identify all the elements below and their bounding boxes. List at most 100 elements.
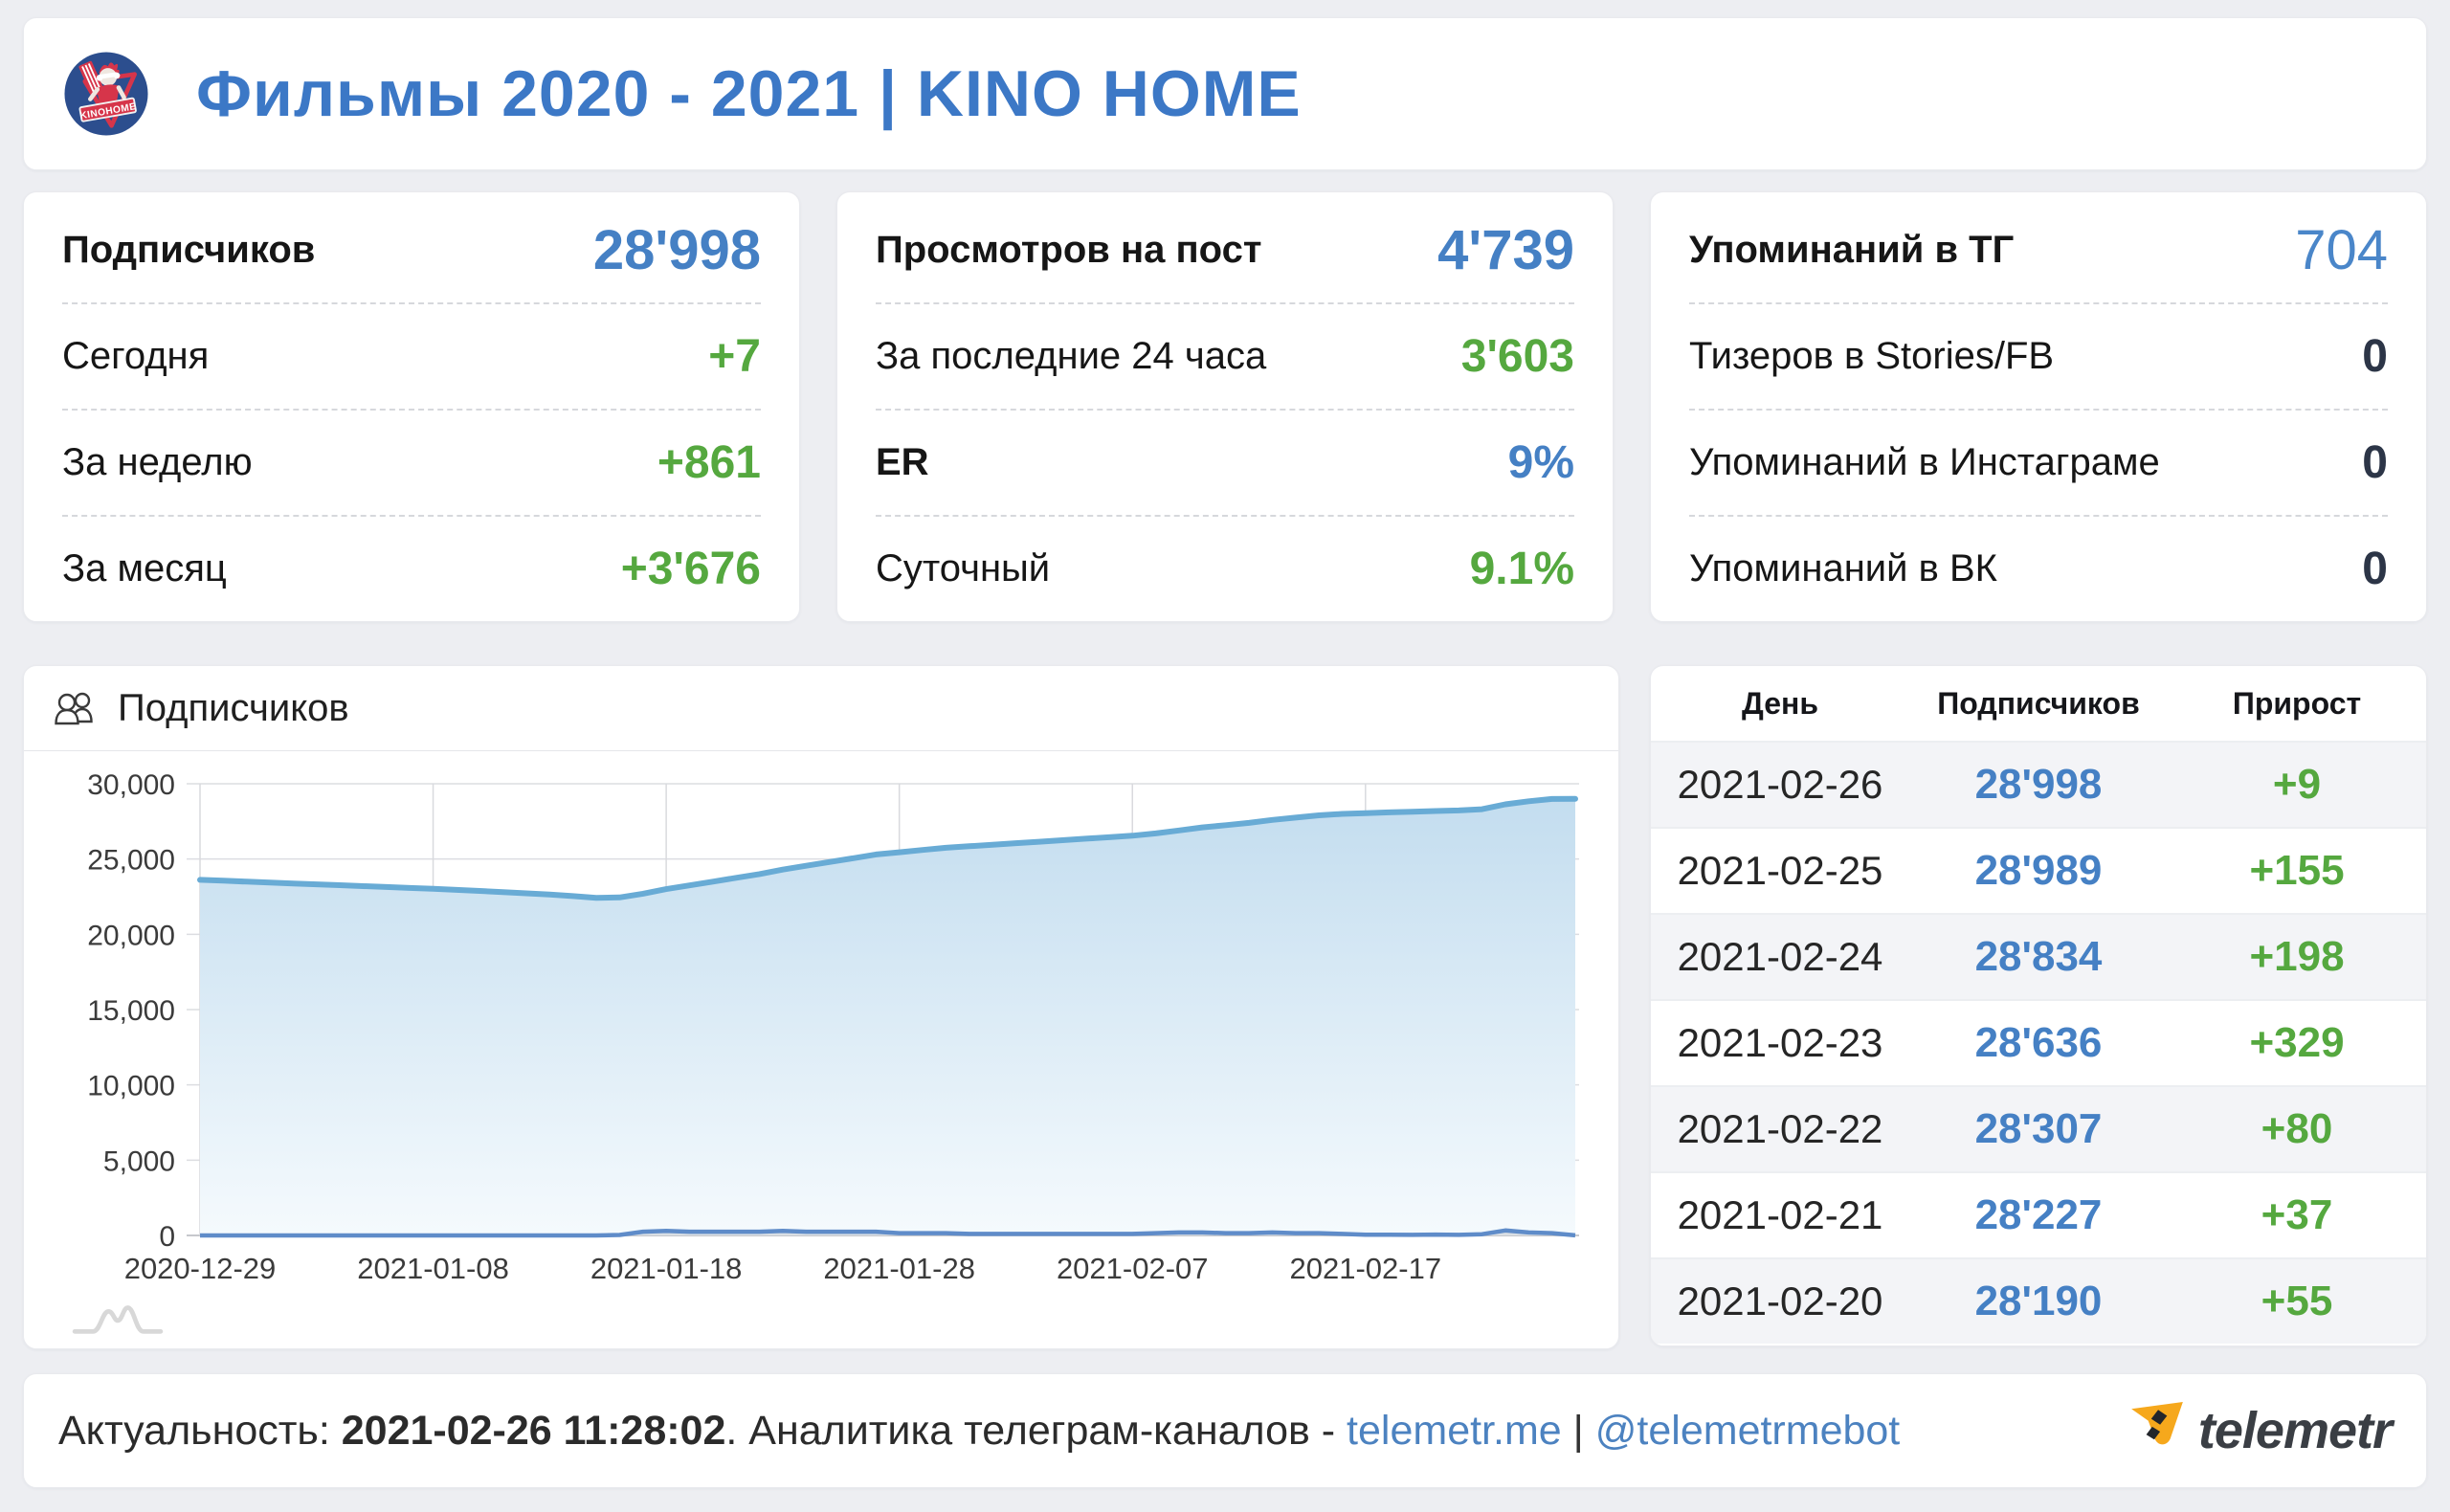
cell-date: 2021-02-25 <box>1677 848 1883 893</box>
chart-title: Подписчиков <box>118 687 349 729</box>
stat-value: 9% <box>1507 437 1574 488</box>
cell-growth: +198 <box>2249 933 2345 980</box>
stat-value: +7 <box>708 331 761 382</box>
footer-separator: | <box>1561 1407 1595 1454</box>
table-header-day: День <box>1742 685 1818 721</box>
stat-card-views: Просмотров на пост 4'739 За последние 24… <box>836 191 1614 622</box>
divider <box>24 750 1618 751</box>
cell-subscribers: 28'989 <box>1974 847 2103 894</box>
cell-date: 2021-02-22 <box>1677 1106 1883 1151</box>
telemetr-brand: telemetr <box>2127 1401 2393 1460</box>
stat-value: 9.1% <box>1469 544 1574 594</box>
table-header-subscribers: Подписчиков <box>1937 685 2140 721</box>
stat-row: Подписчиков 28'998 <box>62 198 761 304</box>
cell-subscribers: 28'998 <box>1974 761 2103 808</box>
stat-label: Просмотров на пост <box>876 229 1262 271</box>
users-icon <box>55 692 93 724</box>
stat-label: За неделю <box>62 441 253 483</box>
x-axis-label: 2021-01-28 <box>823 1252 975 1285</box>
y-axis-label: 10,000 <box>87 1071 175 1102</box>
stat-label: За последние 24 часа <box>876 335 1267 377</box>
stat-row: За последние 24 часа 3'603 <box>876 304 1574 411</box>
stat-row: Сегодня +7 <box>62 304 761 411</box>
stat-row: Тизеров в Stories/FB 0 <box>1689 304 2388 411</box>
footer: Актуальность: 2021-02-26 11:28:02. Анали… <box>23 1373 2427 1488</box>
stat-value: 28'998 <box>592 219 761 281</box>
cell-subscribers: 28'307 <box>1974 1105 2103 1152</box>
y-axis-label: 0 <box>159 1221 175 1253</box>
stat-card-subscribers: Подписчиков 28'998 Сегодня +7 За неделю … <box>23 191 800 622</box>
telemetr-brand-name: telemetr <box>2197 1402 2393 1459</box>
cell-date: 2021-02-23 <box>1677 1020 1883 1065</box>
table-header-row: День Подписчиков Прирост <box>1651 666 2426 742</box>
footer-actuality-label: Актуальность: <box>58 1407 342 1454</box>
stat-value: 0 <box>2362 437 2388 488</box>
cell-growth: +55 <box>2261 1278 2333 1324</box>
cell-growth: +9 <box>2272 761 2322 808</box>
cell-date: 2021-02-24 <box>1677 934 1883 979</box>
telemetr-bot-link[interactable]: @telemetrmebot <box>1594 1407 1901 1454</box>
stat-value: 3'603 <box>1460 331 1574 382</box>
stat-row: За месяц +3'676 <box>62 517 761 621</box>
cell-growth: +155 <box>2249 847 2345 894</box>
y-axis-label: 20,000 <box>87 920 175 951</box>
stat-row: За неделю +861 <box>62 411 761 517</box>
cell-subscribers: 28'834 <box>1974 933 2103 980</box>
stat-value: 0 <box>2362 331 2388 382</box>
stat-label: Упоминаний в ТГ <box>1689 229 2015 271</box>
stat-value: 0 <box>2362 544 2388 594</box>
footer-middle-text: . Аналитика телеграм-каналов - <box>725 1407 1348 1454</box>
stat-value: 704 <box>2295 219 2388 281</box>
cell-subscribers: 28'190 <box>1974 1278 2103 1324</box>
table-row: 2021-02-21 28'227 +37 <box>1651 1172 2426 1258</box>
sparkline-icon <box>72 1305 164 1334</box>
cell-date: 2021-02-21 <box>1677 1192 1883 1237</box>
growth-line <box>200 1228 1576 1238</box>
subscribers-chart-card: Подписчиков 0 5,000 10,000 15,000 20,000 25,0… <box>23 665 1619 1349</box>
stat-label: Тизеров в Stories/FB <box>1689 335 2055 377</box>
stat-label: Сегодня <box>62 335 210 377</box>
x-axis-label: 2020-12-29 <box>124 1252 277 1285</box>
telemetr-site-link[interactable]: telemetr.me <box>1347 1407 1562 1454</box>
table-row: 2021-02-22 28'307 +80 <box>1651 1086 2426 1172</box>
table-row: 2021-02-23 28'636 +329 <box>1651 1000 2426 1086</box>
x-axis-label: 2021-01-08 <box>357 1252 509 1285</box>
stat-row: Упоминаний в ТГ 704 <box>1689 198 2388 304</box>
table-row: 2021-02-26 28'998 +9 <box>1651 742 2426 828</box>
stat-row: Упоминаний в Инстаграме 0 <box>1689 411 2388 517</box>
cell-subscribers: 28'227 <box>1974 1191 2103 1238</box>
cell-date: 2021-02-26 <box>1677 762 1883 807</box>
y-axis-label: 30,000 <box>87 769 175 801</box>
cell-growth: +329 <box>2249 1019 2345 1066</box>
y-axis-label: 15,000 <box>87 995 175 1027</box>
cell-subscribers: 28'636 <box>1974 1019 2103 1066</box>
channel-header: KINOHOME Фильмы 2020 - 2021 | KINO HOME <box>23 17 2427 170</box>
stat-label: За месяц <box>62 547 227 589</box>
stat-row: ER 9% <box>876 411 1574 517</box>
table-row: 2021-02-20 28'190 +55 <box>1651 1258 2426 1344</box>
stat-label: Упоминаний в Инстаграме <box>1689 441 2160 483</box>
channel-logo-icon: KINOHOME <box>64 52 148 136</box>
x-axis-label: 2021-02-17 <box>1290 1252 1442 1285</box>
stat-label: Подписчиков <box>62 229 316 271</box>
stat-row: Просмотров на пост 4'739 <box>876 198 1574 304</box>
stat-row: Упоминаний в ВК 0 <box>1689 517 2388 621</box>
x-axis-label: 2021-01-18 <box>590 1252 743 1285</box>
stat-row: Суточный 9.1% <box>876 517 1574 621</box>
subscribers-area <box>200 798 1575 1235</box>
stat-label: Упоминаний в ВК <box>1689 547 1997 589</box>
stat-card-mentions: Упоминаний в ТГ 704 Тизеров в Stories/FB… <box>1650 191 2427 622</box>
chart-header: Подписчиков <box>53 687 349 730</box>
table-row: 2021-02-25 28'989 +155 <box>1651 828 2426 914</box>
page-title: Фильмы 2020 - 2021 | KINO HOME <box>196 57 1302 130</box>
stat-label: ER <box>876 441 929 483</box>
y-axis-label: 5,000 <box>103 1145 175 1177</box>
telemetr-logo-icon <box>2131 1402 2183 1445</box>
stat-value: +861 <box>657 437 761 488</box>
cell-date: 2021-02-20 <box>1677 1279 1883 1323</box>
x-axis-label: 2021-02-07 <box>1057 1252 1209 1285</box>
subscribers-area-chart: 0 5,000 10,000 15,000 20,000 25,000 30,000 2020… <box>33 762 1611 1307</box>
stat-value: +3'676 <box>620 544 761 594</box>
table-row: 2021-02-24 28'834 +198 <box>1651 914 2426 1000</box>
